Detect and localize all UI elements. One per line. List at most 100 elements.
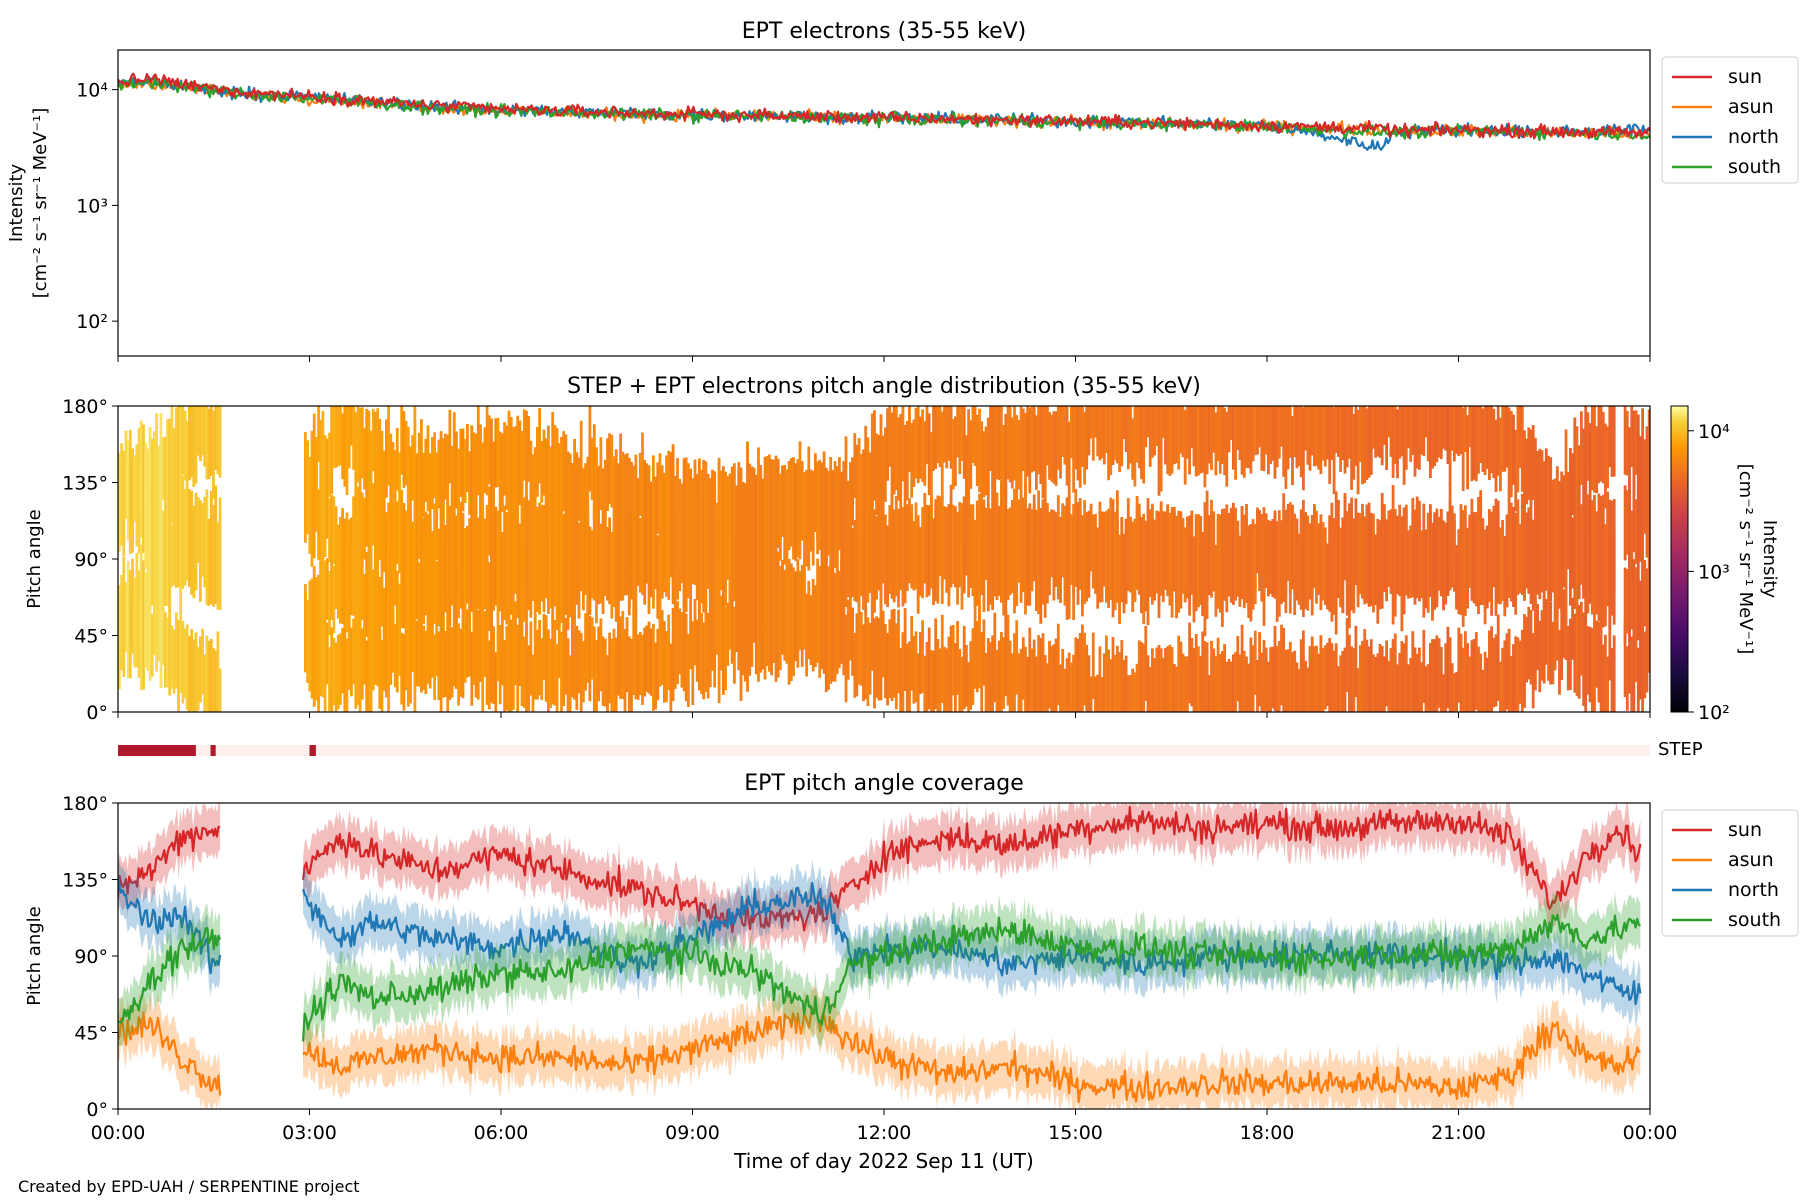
step-indicator-bar [118,745,1650,756]
pad-heatmap-cell [879,512,883,608]
pad-heatmap-cell [1256,406,1259,455]
pad-heatmap-cell [1030,509,1034,575]
pad-heatmap-cell [1582,501,1585,596]
pad-heatmap-cell [1277,641,1281,712]
pad-heatmap-cell [472,604,476,685]
pad-heatmap-cell [1221,651,1224,712]
pad-heatmap-cell [945,648,949,712]
pad-heatmap-cell [374,592,377,685]
pad-heatmap-cell [1580,411,1583,485]
pad-heatmap-cell [194,406,198,484]
pad-heatmap-cell [1531,519,1535,595]
pad-heatmap-cell [511,617,515,710]
pad-heatmap-cell [897,417,900,501]
pad-heatmap-cell [199,636,202,703]
pad-heatmap-cell [1306,533,1310,611]
pad-heatmap-cell [1179,406,1183,454]
pad-heatmap-cell [1168,644,1172,712]
pad-heatmap-cell [1229,661,1233,712]
pad-heatmap-cell [1527,606,1531,680]
pad-heatmap-cell [325,438,329,501]
pad-heatmap-cell [1223,644,1226,712]
pad-heatmap-cell [1218,653,1222,712]
pad-heatmap-cell [479,504,482,591]
pad-heatmap-cell [1087,406,1091,456]
pad-heatmap-cell [1516,637,1520,712]
pad-heatmap-cell [873,410,876,501]
pad-heatmap-cell [1083,632,1086,706]
pad-heatmap-cell [1168,406,1172,476]
pad-heatmap-cell [485,406,489,496]
pad-heatmap-cell [1483,406,1487,475]
pad-heatmap-cell [476,406,480,496]
pad-heatmap-cell [1085,644,1089,712]
pad-heatmap-cell [881,498,885,566]
pad-heatmap-cell [516,415,520,505]
pad-heatmap-cell [1098,406,1102,461]
pad-heatmap-cell [1087,510,1091,576]
pad-heatmap-cell [389,433,393,519]
pad-heatmap-cell [984,652,988,712]
pad-heatmap-cell [1634,410,1638,475]
pad-heatmap-cell [1590,628,1594,712]
pad-heatmap-cell [905,421,909,501]
pad-heatmap-cell [1588,494,1592,570]
coverage-ytick-label: 90° [74,946,108,968]
pad-heatmap-cell [1135,406,1139,463]
pad-heatmap-cell [772,584,776,663]
pad-heatmap-cell [669,643,673,712]
pad-heatmap-cell [899,414,903,494]
pad-heatmap-cell [214,406,218,470]
pad-heatmap-cell [702,622,706,700]
pad-heatmap-cell [1459,523,1463,616]
pad-heatmap-cell [1560,603,1564,680]
pad-heatmap-cell [1013,488,1016,573]
pad-heatmap-cell [557,443,561,518]
pad-heatmap-cell [1054,411,1058,486]
pad-heatmap-cell [923,493,927,558]
pad-heatmap-cell [962,496,966,580]
pad-heatmap-cell [560,631,563,712]
pad-heatmap-cell [1444,522,1448,595]
pad-heatmap-cell [899,510,903,591]
pad-heatmap-cell [166,481,169,552]
pad-heatmap-cell [1059,406,1062,479]
pad-heatmap-cell [409,446,412,526]
pad-heatmap-cell [341,508,344,574]
pad-heatmap-cell [1245,504,1248,589]
pad-heatmap-cell [739,467,743,553]
pad-heatmap-cell [380,495,384,570]
pad-heatmap-cell [1404,509,1408,596]
pad-heatmap-cell [1297,541,1301,605]
pad-heatmap-cell [1531,633,1535,709]
pad-heatmap-cell [424,438,428,502]
pad-heatmap-cell [566,638,570,712]
pad-heatmap-cell [1039,508,1043,592]
pad-heatmap-cell [1418,517,1421,602]
pad-heatmap-cell [910,423,914,498]
pad-heatmap-cell [1536,502,1539,569]
pad-heatmap-cell [161,510,165,574]
pad-heatmap-cell [689,585,692,670]
pad-heatmap-cell [660,610,664,685]
pad-heatmap-cell [1358,513,1362,588]
pad-heatmap-cell [1547,490,1550,586]
pad-heatmap-cell [954,506,957,577]
pad-heatmap-cell [586,531,590,615]
pad-heatmap-cell [1599,496,1603,576]
pad-heatmap-cell [1096,406,1100,457]
pad-heatmap-cell [1457,406,1461,457]
pad-heatmap-cell [336,634,340,710]
pad-heatmap-cell [1586,412,1590,481]
colorbar-tick-label: 10⁴ [1698,421,1730,443]
pad-heatmap-cell [601,468,605,538]
pad-heatmap-cell [1061,649,1065,712]
pad-heatmap-cell [1470,640,1474,712]
pad-heatmap-cell [1166,506,1170,597]
pad-heatmap-cell [336,544,340,619]
pad-heatmap-cell [1380,406,1384,466]
pad-heatmap-cell [1483,542,1487,625]
pad-heatmap-cell [1131,668,1135,712]
pad-heatmap-cell [345,542,349,633]
pad-heatmap-cell [973,406,977,466]
